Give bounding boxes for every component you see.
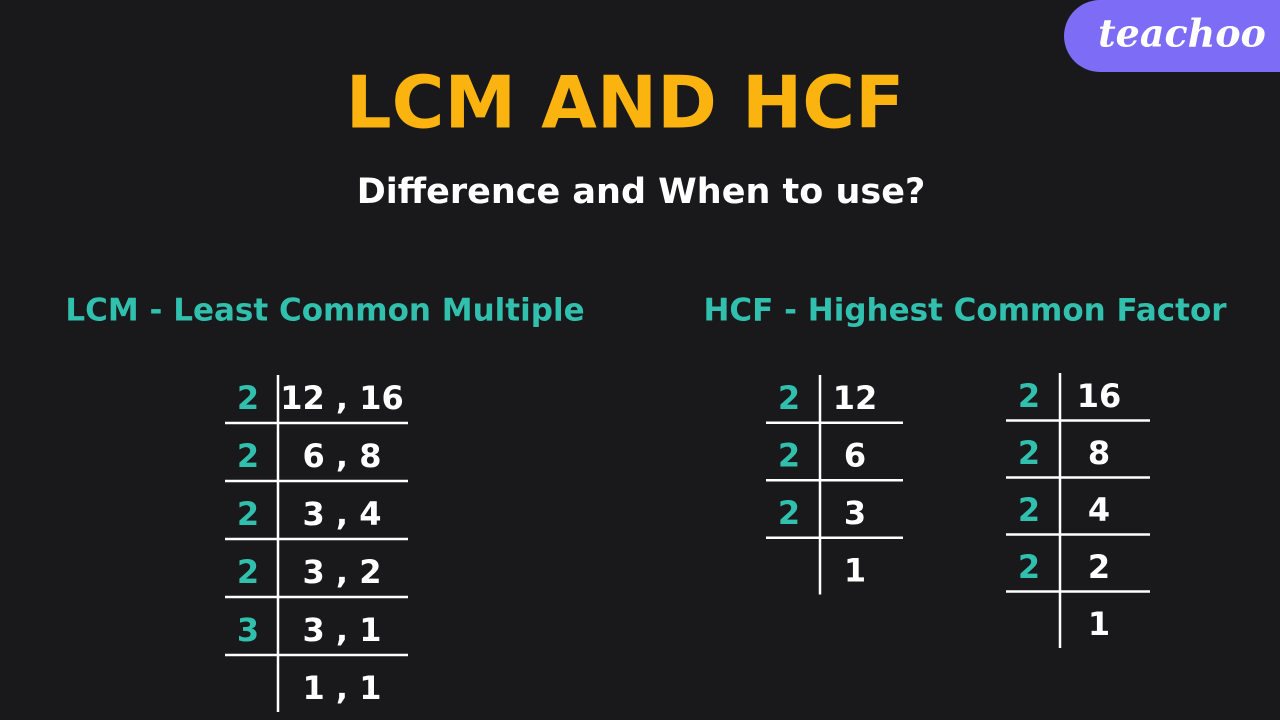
dividend: 3 , 2 [303, 553, 382, 591]
divisor: 2 [778, 437, 800, 475]
result: 1 [844, 552, 866, 590]
divisor: 2 [237, 495, 259, 533]
subtitle: Difference and When to use? [357, 172, 926, 212]
dividend: 6 , 8 [303, 437, 382, 475]
lcm-heading: LCM - Least Common Multiple [65, 293, 584, 329]
brand-badge [1064, 0, 1280, 72]
result: 1 [1088, 605, 1110, 643]
hcf-heading: HCF - Highest Common Factor [703, 293, 1227, 329]
dividend: 16 [1077, 377, 1122, 415]
dividend: 3 [844, 494, 866, 532]
dividend: 2 [1088, 548, 1110, 586]
divisor: 3 [237, 611, 259, 649]
dividend: 8 [1088, 434, 1110, 472]
divisor: 2 [237, 553, 259, 591]
brand-logo: teachoo [1098, 11, 1266, 56]
dividend: 4 [1088, 491, 1110, 529]
dividend: 6 [844, 437, 866, 475]
title: LCM AND HCF [346, 61, 905, 145]
dividend: 3 , 1 [303, 611, 382, 649]
divisor: 2 [237, 379, 259, 417]
divisor: 2 [237, 437, 259, 475]
dividend: 12 , 16 [280, 379, 404, 417]
divisor: 2 [778, 494, 800, 532]
divisor: 2 [1018, 548, 1040, 586]
dividend: 3 , 4 [303, 495, 382, 533]
dividend: 12 [833, 379, 878, 417]
divisor: 2 [1018, 491, 1040, 529]
divisor: 2 [778, 379, 800, 417]
result: 1 , 1 [303, 669, 382, 707]
divisor: 2 [1018, 434, 1040, 472]
divisor: 2 [1018, 377, 1040, 415]
